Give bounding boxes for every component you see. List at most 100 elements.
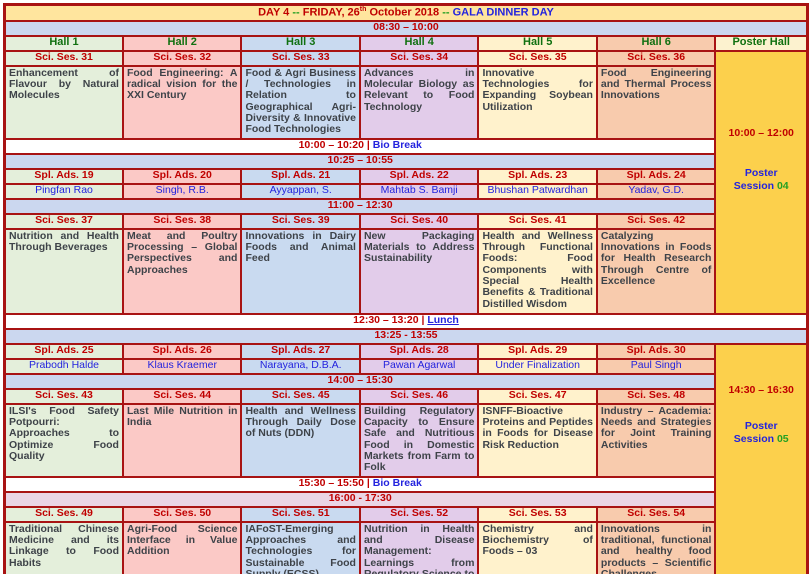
spl-ads-code-23: Spl. Ads. 23: [477, 167, 598, 185]
speaker-22: Mahtab S. Bamji: [358, 182, 480, 200]
poster-session-05-cell: 14:30 – 16:30 Poster Session 05: [714, 342, 809, 574]
session-title-row-49-54: Traditional Chinese Medicine and its Lin…: [3, 520, 808, 574]
poster-session-05-label: Poster Session 05: [733, 419, 789, 445]
session-title-52: Nutrition in Health and Disease Manageme…: [358, 520, 480, 574]
session-title-42: Catalyzing Innovations in Foods for Heal…: [595, 227, 717, 315]
session-code-44: Sci. Ses. 44: [121, 387, 243, 405]
day-title-weekday: FRIDAY, 26: [302, 6, 360, 19]
speaker-19: Pingfan Rao: [3, 182, 124, 200]
session-code-42: Sci. Ses. 42: [595, 212, 717, 230]
session-code-41: Sci. Ses. 41: [477, 212, 598, 230]
title-dash-1: --: [292, 6, 303, 19]
spl-ads-code-29: Spl. Ads. 29: [477, 342, 598, 360]
session-code-35: Sci. Ses. 35: [477, 49, 598, 67]
spl-ads-code-19: Spl. Ads. 19: [3, 167, 124, 185]
session-title-39: Innovations in Dairy Foods and Animal Fe…: [240, 227, 361, 315]
session-code-48: Sci. Ses. 48: [595, 387, 717, 405]
poster-session-05-number: 05: [776, 432, 789, 445]
session-title-47: ISNFF-Bioactive Proteins and Peptides in…: [477, 402, 598, 478]
session-code-34: Sci. Ses. 34: [358, 49, 480, 67]
day-title-date: DAY 4: [258, 6, 293, 19]
session-code-39: Sci. Ses. 39: [240, 212, 361, 230]
time-band-0830-label: 08:30 – 10:00: [3, 19, 809, 37]
session-title-33: Food & Agri Business / Technologies in R…: [240, 64, 361, 140]
session-code-row-31-36: Sci. Ses. 31 Sci. Ses. 32 Sci. Ses. 33 S…: [3, 49, 809, 315]
session-title-31: Enhancement of Flavour by Natural Molecu…: [3, 64, 124, 140]
day-title-month: October 2018: [366, 6, 443, 19]
speaker-20: Singh, R.B.: [121, 182, 243, 200]
poster-session-04-label: Poster Session 04: [733, 166, 789, 192]
spl-ads-code-24: Spl. Ads. 24: [595, 167, 717, 185]
bio-break-2-time: 15:30 – 15:50: [298, 477, 364, 490]
spl-ads-code-30: Spl. Ads. 30: [595, 342, 717, 360]
session-code-52: Sci. Ses. 52: [358, 505, 480, 523]
session-title-49: Traditional Chinese Medicine and its Lin…: [3, 520, 124, 574]
session-title-34: Advances in Molecular Biology as Relevan…: [358, 64, 480, 140]
spl-ads-code-row-25-30: Spl. Ads. 25 Spl. Ads. 26 Spl. Ads. 27 S…: [3, 342, 809, 574]
session-title-43: ILSI's Food Safety Potpourri: Approaches…: [3, 402, 124, 478]
session-title-36: Food Engineering and Thermal Process Inn…: [595, 64, 717, 140]
poster-session-04-number: 04: [776, 179, 789, 192]
poster-session-05-time: 14:30 – 16:30: [728, 383, 794, 396]
speaker-row-19-24: Pingfan Rao Singh, R.B. Ayyappan, S. Mah…: [3, 182, 808, 200]
spl-ads-code-22: Spl. Ads. 22: [358, 167, 480, 185]
session-title-50: Agri-Food Science Interface in Value Add…: [121, 520, 243, 574]
session-title-51: IAFoST-Emerging Approaches and Technolog…: [240, 520, 361, 574]
session-code-51: Sci. Ses. 51: [240, 505, 361, 523]
session-title-row-37-42: Nutrition and Health Through Beverages M…: [3, 227, 808, 315]
session-title-44: Last Mile Nutrition in India: [121, 402, 243, 478]
spl-ads-code-20: Spl. Ads. 20: [121, 167, 243, 185]
session-code-32: Sci. Ses. 32: [121, 49, 243, 67]
spl-ads-code-26: Spl. Ads. 26: [121, 342, 243, 360]
session-code-47: Sci. Ses. 47: [477, 387, 598, 405]
session-code-38: Sci. Ses. 38: [121, 212, 243, 230]
time-band-1325: 13:25 - 13:55: [3, 327, 809, 345]
time-band-1025: 10:25 – 10:55: [3, 152, 808, 170]
session-code-row-43-48: Sci. Ses. 43 Sci. Ses. 44 Sci. Ses. 45 S…: [3, 387, 808, 405]
bio-break-2-label: Bio Break: [372, 477, 422, 490]
speaker-27: Narayana, D.B.A.: [240, 357, 361, 375]
day-title: DAY 4 -- FRIDAY, 26th October 2018 -- GA…: [3, 3, 809, 22]
speaker-row-25-30: Prabodh Halde Klaus Kraemer Narayana, D.…: [3, 357, 808, 375]
session-code-50: Sci. Ses. 50: [121, 505, 243, 523]
hall-header-row: Hall 1 Hall 2 Hall 3 Hall 4 Hall 5 Hall …: [3, 34, 809, 52]
session-code-33: Sci. Ses. 33: [240, 49, 361, 67]
hall-5-header: Hall 5: [477, 34, 598, 52]
spl-ads-code-25: Spl. Ads. 25: [3, 342, 124, 360]
bio-break-2-row: 15:30 – 15:50 | Bio Break: [3, 475, 808, 493]
session-code-row-37-42: Sci. Ses. 37 Sci. Ses. 38 Sci. Ses. 39 S…: [3, 212, 808, 230]
session-code-45: Sci. Ses. 45: [240, 387, 361, 405]
time-band-1400: 14:00 – 15:30: [3, 372, 808, 390]
session-code-53: Sci. Ses. 53: [477, 505, 598, 523]
time-band-0830: 08:30 – 10:00: [3, 19, 809, 37]
time-band-1600-label: 16:00 - 17:30: [3, 490, 717, 508]
session-code-43: Sci. Ses. 43: [3, 387, 124, 405]
bio-break-2-separator: |: [366, 477, 370, 490]
lunch-separator: |: [421, 314, 425, 327]
session-code-49: Sci. Ses. 49: [3, 505, 124, 523]
time-band-1600: 16:00 - 17:30: [3, 490, 808, 508]
bio-break-1-separator: |: [366, 139, 370, 152]
title-dash-2: --: [442, 6, 453, 19]
hall-4-header: Hall 4: [358, 34, 480, 52]
session-code-row-49-54: Sci. Ses. 49 Sci. Ses. 50 Sci. Ses. 51 S…: [3, 505, 808, 523]
session-title-35: Innovative Technologies for Expanding So…: [477, 64, 598, 140]
hall-1-header: Hall 1: [3, 34, 124, 52]
hall-2-header: Hall 2: [121, 34, 243, 52]
session-title-41: Health and Wellness Through Functional F…: [477, 227, 598, 315]
speaker-26: Klaus Kraemer: [121, 357, 243, 375]
spl-ads-code-28: Spl. Ads. 28: [358, 342, 480, 360]
session-code-40: Sci. Ses. 40: [358, 212, 480, 230]
time-band-1400-label: 14:00 – 15:30: [3, 372, 717, 390]
date-ordinal: th: [359, 6, 367, 13]
time-band-1025-label: 10:25 – 10:55: [3, 152, 717, 170]
day4-schedule-table: DAY 4 -- FRIDAY, 26th October 2018 -- GA…: [3, 3, 809, 574]
session-code-54: Sci. Ses. 54: [595, 505, 717, 523]
session-title-37: Nutrition and Health Through Beverages: [3, 227, 124, 315]
session-code-37: Sci. Ses. 37: [3, 212, 124, 230]
speaker-21: Ayyappan, S.: [240, 182, 361, 200]
session-title-46: Building Regulatory Capacity to Ensure S…: [358, 402, 480, 478]
session-code-36: Sci. Ses. 36: [595, 49, 717, 67]
session-title-45: Health and Wellness Through Daily Dose o…: [240, 402, 361, 478]
speaker-29: Under Finalization: [477, 357, 598, 375]
